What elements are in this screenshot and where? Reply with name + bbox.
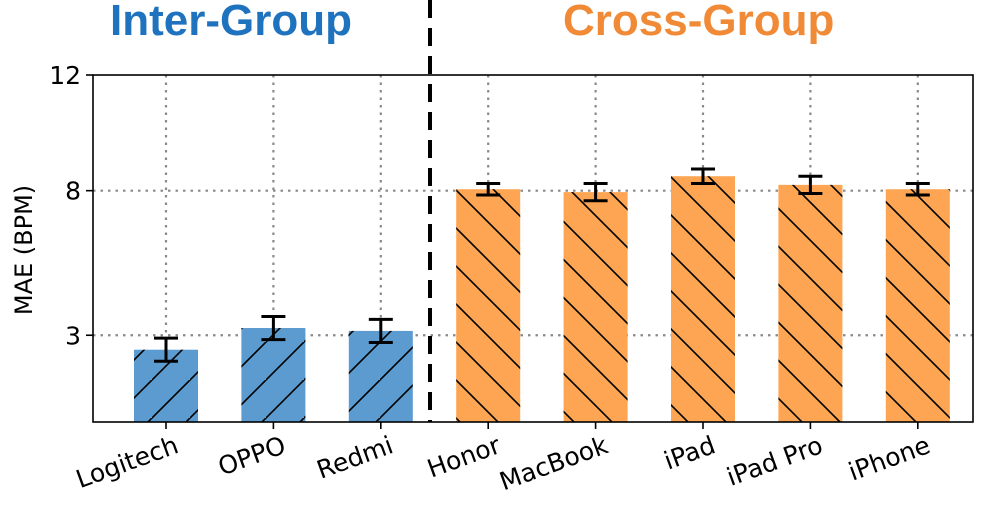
y-tick-label: 8 [65,177,81,206]
inter-group-title: Inter-Group [110,0,352,45]
x-tick-label: OPPO [214,430,289,481]
error-bar [905,181,930,197]
x-tick-label: iPad [660,430,719,475]
bar-hatch [671,176,735,422]
error-bar [261,314,286,342]
error-bar [154,336,178,363]
x-tick-label: Logitech [72,430,182,494]
bar-hatch [456,189,521,422]
bar-hatch [563,192,628,422]
x-tick-label: Redmi [313,430,397,484]
error-bar [583,181,608,203]
bar-hatch [241,328,306,422]
x-tick-label: MacBook [496,430,612,496]
bar-hatch [885,189,950,422]
x-tick-label: iPhone [845,430,934,486]
error-bar [691,167,715,185]
y-tick-label: 12 [49,61,81,90]
error-bar [476,181,501,197]
bar-hatch [778,184,843,422]
error-bar [368,317,393,344]
y-axis-label: MAE (BPM) [10,185,38,315]
x-tick-label: iPad Pro [723,430,827,491]
axes-frame [92,74,974,423]
cross-group-title: Cross-Group [563,0,835,45]
bar-hatch [348,330,413,422]
error-bar [798,174,823,196]
x-tick-label: Honor [423,430,505,483]
y-tick-label: 3 [65,321,81,350]
